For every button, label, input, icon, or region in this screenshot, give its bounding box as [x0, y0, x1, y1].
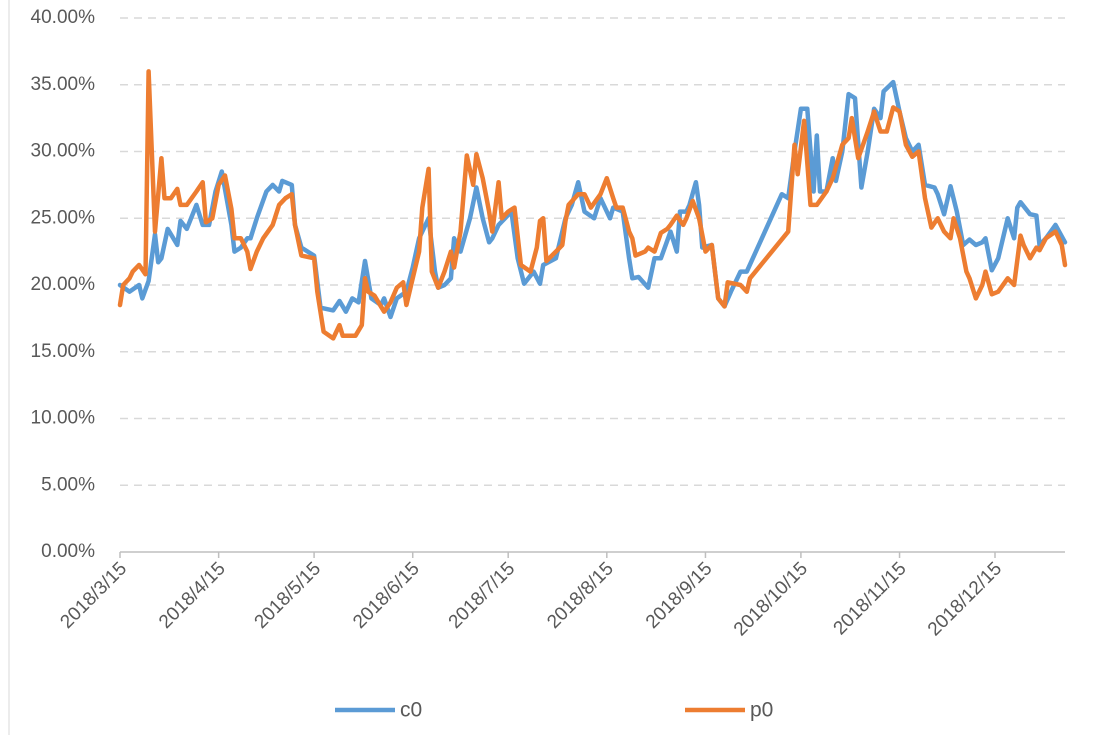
- x-tick-label: 2018/8/15: [543, 558, 618, 633]
- x-tick-label: 2018/3/15: [56, 558, 131, 633]
- y-tick-label: 35.00%: [31, 74, 96, 95]
- legend-label: p0: [750, 699, 773, 722]
- y-tick-label: 25.00%: [31, 207, 96, 228]
- y-tick-label: 30.00%: [31, 141, 96, 162]
- x-tick-label: 2018/5/15: [251, 558, 326, 633]
- legend-label: c0: [400, 699, 422, 722]
- y-tick-label: 20.00%: [31, 274, 96, 295]
- x-tick-label: 2018/10/15: [730, 558, 812, 640]
- y-tick-label: 0.00%: [41, 541, 95, 562]
- series-line: [117, 79, 1068, 320]
- series-line: [117, 69, 1068, 341]
- x-tick-label: 2018/6/15: [349, 558, 424, 633]
- x-tick-label: 2018/9/15: [642, 558, 717, 633]
- x-tick-label: 2018/4/15: [155, 558, 230, 633]
- x-tick-label: 2018/12/15: [924, 558, 1006, 640]
- y-tick-label: 10.00%: [31, 408, 96, 429]
- x-tick-label: 2018/7/15: [445, 558, 520, 633]
- x-tick-label: 2018/11/15: [830, 558, 911, 639]
- y-tick-label: 40.00%: [31, 7, 96, 28]
- y-tick-label: 15.00%: [31, 341, 96, 362]
- y-tick-label: 5.00%: [41, 474, 95, 495]
